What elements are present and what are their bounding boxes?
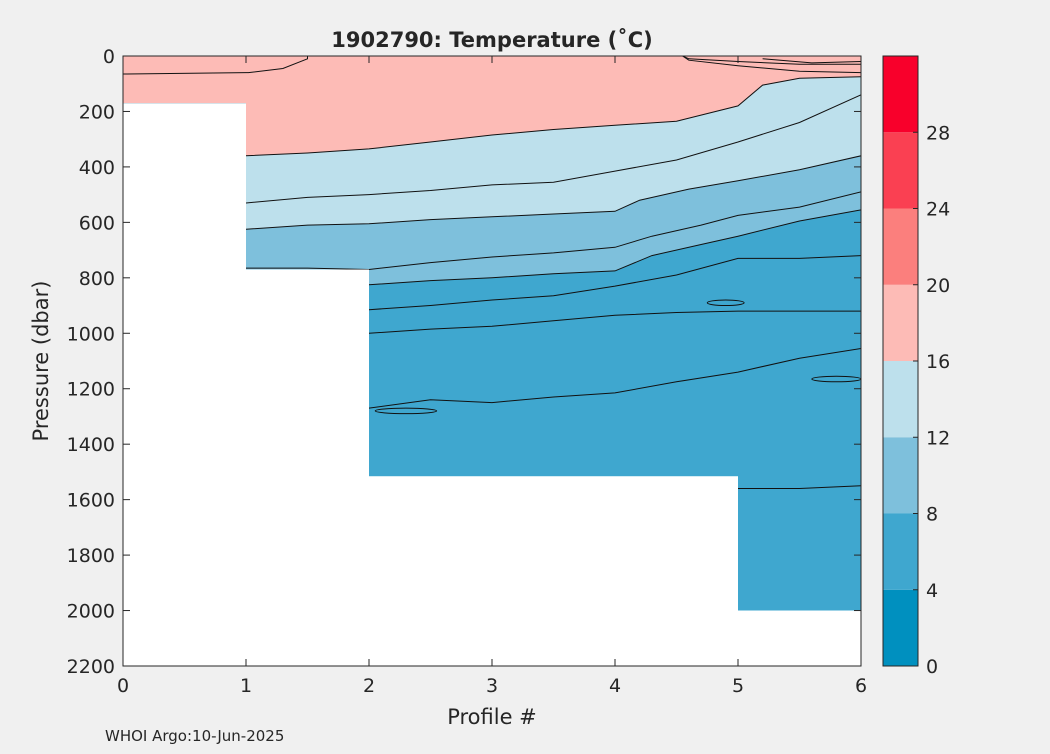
y-axis-label: Pressure (dbar) [29, 281, 53, 442]
y-tick-label: 1400 [67, 434, 115, 456]
footer-credit: WHOI Argo:10-Jun-2025 [105, 727, 284, 745]
colorbar-tick-label: 20 [926, 275, 950, 297]
colorbar-tick-label: 0 [926, 656, 938, 678]
x-tick-label: 1 [240, 675, 252, 697]
isotherm-4 [738, 485, 861, 489]
colorbar-segment [883, 513, 918, 590]
isolated-contour-0 [706, 299, 745, 307]
colorbar-segment [883, 208, 918, 285]
isotherm-10 [246, 191, 861, 271]
isotherm-5 [368, 310, 861, 334]
isotherm-group [123, 56, 861, 489]
colorbar-tick-label: 16 [926, 351, 950, 373]
surface-band-group [123, 56, 861, 74]
x-axis-label: Profile # [447, 705, 537, 729]
isolated-contour-1 [811, 375, 861, 383]
colorbar-segment [883, 284, 918, 361]
colorbar-segment [883, 437, 918, 514]
x-tick-label: 2 [363, 675, 375, 697]
isotherm-18 [682, 56, 861, 74]
colorbar-tick-label: 12 [926, 427, 950, 449]
isotherm-18 [123, 56, 308, 75]
chart-title: 1902790: Temperature (˚C) [331, 28, 652, 52]
colorbar-tick-label: 4 [926, 580, 938, 602]
x-tick-label: 6 [855, 675, 867, 697]
x-axis-ticks: 0 1 2 3 4 5 6 [117, 56, 867, 697]
colorbar: 0 4 8 12 16 20 24 28 [882, 55, 950, 678]
y-tick-label: 600 [79, 212, 115, 234]
x-tick-label: 3 [486, 675, 498, 697]
y-tick-label: 1600 [67, 490, 115, 512]
y-tick-label: 0 [103, 46, 115, 68]
x-tick-label: 5 [732, 675, 744, 697]
y-tick-label: 1200 [67, 379, 115, 401]
isotherm-16 [245, 76, 861, 157]
x-tick-label: 0 [117, 675, 129, 697]
colorbar-segment [883, 132, 918, 209]
y-tick-label: 800 [79, 268, 115, 290]
isotherm-12 [245, 155, 861, 230]
colorbar-tick-label: 24 [926, 199, 950, 221]
isotherm-8 [368, 209, 861, 286]
isotherm-20 [762, 58, 861, 64]
isotherm-lines [123, 56, 861, 489]
x-tick-label: 4 [609, 675, 621, 697]
warm-band-18 [123, 56, 308, 74]
y-tick-label: 2000 [67, 601, 115, 623]
y-tick-label: 2200 [67, 656, 115, 678]
colorbar-tick-label: 8 [926, 504, 938, 526]
isotherm-4.5 [368, 348, 861, 409]
contour-band-16 [123, 56, 861, 156]
y-axis-ticks: 0 200 400 600 800 1000 1200 1400 1600 1800 2000 220… [67, 46, 861, 678]
y-tick-label: 1800 [67, 545, 115, 567]
isolated-contour-2 [374, 407, 438, 415]
colorbar-segment [883, 361, 918, 438]
colorbar-tick-label: 28 [926, 122, 950, 144]
y-tick-label: 400 [79, 157, 115, 179]
y-tick-label: 1000 [67, 323, 115, 345]
y-tick-label: 200 [79, 101, 115, 123]
isotherm-14 [245, 94, 861, 204]
colorbar-segment [883, 56, 918, 133]
isotherm-6 [368, 255, 861, 311]
colorbar-segment [883, 589, 918, 666]
warm-band-18 [682, 56, 861, 73]
